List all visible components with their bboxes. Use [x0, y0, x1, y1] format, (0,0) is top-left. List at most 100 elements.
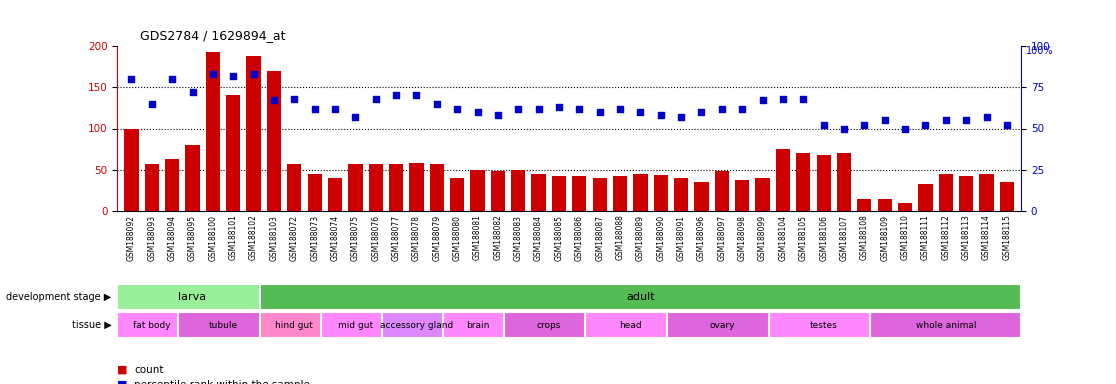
- Point: [489, 112, 507, 118]
- Bar: [491, 171, 506, 211]
- Bar: [1000, 182, 1014, 211]
- Bar: [328, 178, 343, 211]
- Bar: [504, 311, 594, 338]
- Bar: [247, 56, 261, 211]
- Text: GSM188115: GSM188115: [1002, 215, 1011, 260]
- Text: GSM188078: GSM188078: [412, 215, 421, 261]
- Text: brain: brain: [465, 321, 489, 329]
- Text: GSM188093: GSM188093: [147, 215, 156, 261]
- Bar: [756, 178, 770, 211]
- Point: [367, 96, 385, 102]
- Bar: [667, 311, 777, 338]
- Text: mid gut: mid gut: [338, 321, 373, 329]
- Bar: [531, 174, 546, 211]
- Point: [876, 117, 894, 123]
- Point: [713, 106, 731, 112]
- Text: GSM188089: GSM188089: [636, 215, 645, 261]
- Text: GSM188079: GSM188079: [432, 215, 441, 261]
- Text: GDS2784 / 1629894_at: GDS2784 / 1629894_at: [140, 29, 285, 42]
- Point: [998, 122, 1016, 128]
- Point: [693, 109, 711, 115]
- Text: GSM188082: GSM188082: [493, 215, 502, 260]
- Bar: [796, 153, 810, 211]
- Text: GSM188075: GSM188075: [350, 215, 359, 261]
- Point: [244, 71, 262, 77]
- Bar: [674, 178, 689, 211]
- Point: [570, 106, 588, 112]
- Bar: [769, 311, 878, 338]
- Text: GSM188077: GSM188077: [392, 215, 401, 261]
- Bar: [205, 52, 220, 211]
- Bar: [877, 199, 892, 211]
- Bar: [857, 199, 872, 211]
- Text: GSM188098: GSM188098: [738, 215, 747, 261]
- Text: GSM188088: GSM188088: [616, 215, 625, 260]
- Text: GSM188092: GSM188092: [127, 215, 136, 261]
- Bar: [918, 184, 933, 211]
- Text: GSM188113: GSM188113: [962, 215, 971, 260]
- Bar: [939, 174, 953, 211]
- Bar: [287, 164, 301, 211]
- Text: GSM188110: GSM188110: [901, 215, 910, 260]
- Bar: [227, 96, 240, 211]
- Text: count: count: [134, 365, 163, 375]
- Point: [204, 71, 222, 77]
- Text: GSM188094: GSM188094: [167, 215, 176, 261]
- Bar: [593, 178, 607, 211]
- Text: head: head: [619, 321, 642, 329]
- Point: [469, 109, 487, 115]
- Text: testes: testes: [810, 321, 837, 329]
- Point: [612, 106, 629, 112]
- Text: development stage ▶: development stage ▶: [7, 292, 112, 302]
- Bar: [511, 170, 526, 211]
- Text: GSM188085: GSM188085: [555, 215, 564, 261]
- Point: [775, 96, 792, 102]
- Point: [916, 122, 934, 128]
- Bar: [308, 174, 321, 211]
- Text: GSM188100: GSM188100: [209, 215, 218, 261]
- Point: [509, 106, 527, 112]
- Text: accessory gland: accessory gland: [379, 321, 453, 329]
- Bar: [837, 153, 852, 211]
- Text: GSM188072: GSM188072: [290, 215, 299, 261]
- Bar: [124, 129, 138, 211]
- Point: [958, 117, 975, 123]
- Point: [407, 93, 425, 99]
- Text: ovary: ovary: [709, 321, 734, 329]
- Text: GSM188097: GSM188097: [718, 215, 727, 261]
- Text: percentile rank within the sample: percentile rank within the sample: [134, 380, 310, 384]
- Text: GSM188099: GSM188099: [758, 215, 767, 261]
- Text: GSM188104: GSM188104: [779, 215, 788, 261]
- Bar: [694, 182, 709, 211]
- Bar: [145, 164, 158, 211]
- Text: tubule: tubule: [209, 321, 238, 329]
- Point: [936, 117, 954, 123]
- Text: GSM188096: GSM188096: [698, 215, 706, 261]
- Text: GSM188106: GSM188106: [819, 215, 828, 261]
- Text: GSM188095: GSM188095: [187, 215, 198, 261]
- Text: larva: larva: [179, 292, 206, 302]
- Bar: [870, 311, 1021, 338]
- Text: GSM188081: GSM188081: [473, 215, 482, 260]
- Text: adult: adult: [626, 292, 655, 302]
- Bar: [430, 164, 444, 211]
- Text: GSM188086: GSM188086: [575, 215, 584, 261]
- Bar: [389, 164, 403, 211]
- Point: [530, 106, 548, 112]
- Text: GSM188101: GSM188101: [229, 215, 238, 260]
- Point: [632, 109, 650, 115]
- Bar: [267, 71, 281, 211]
- Point: [264, 98, 282, 104]
- Text: GSM188076: GSM188076: [372, 215, 381, 261]
- Point: [346, 114, 364, 120]
- Bar: [260, 283, 1021, 310]
- Bar: [320, 311, 389, 338]
- Point: [224, 73, 242, 79]
- Point: [896, 126, 914, 132]
- Text: GSM188090: GSM188090: [656, 215, 665, 261]
- Point: [306, 106, 324, 112]
- Bar: [410, 163, 424, 211]
- Text: ■: ■: [117, 365, 127, 375]
- Text: GSM188108: GSM188108: [859, 215, 869, 260]
- Bar: [165, 159, 180, 211]
